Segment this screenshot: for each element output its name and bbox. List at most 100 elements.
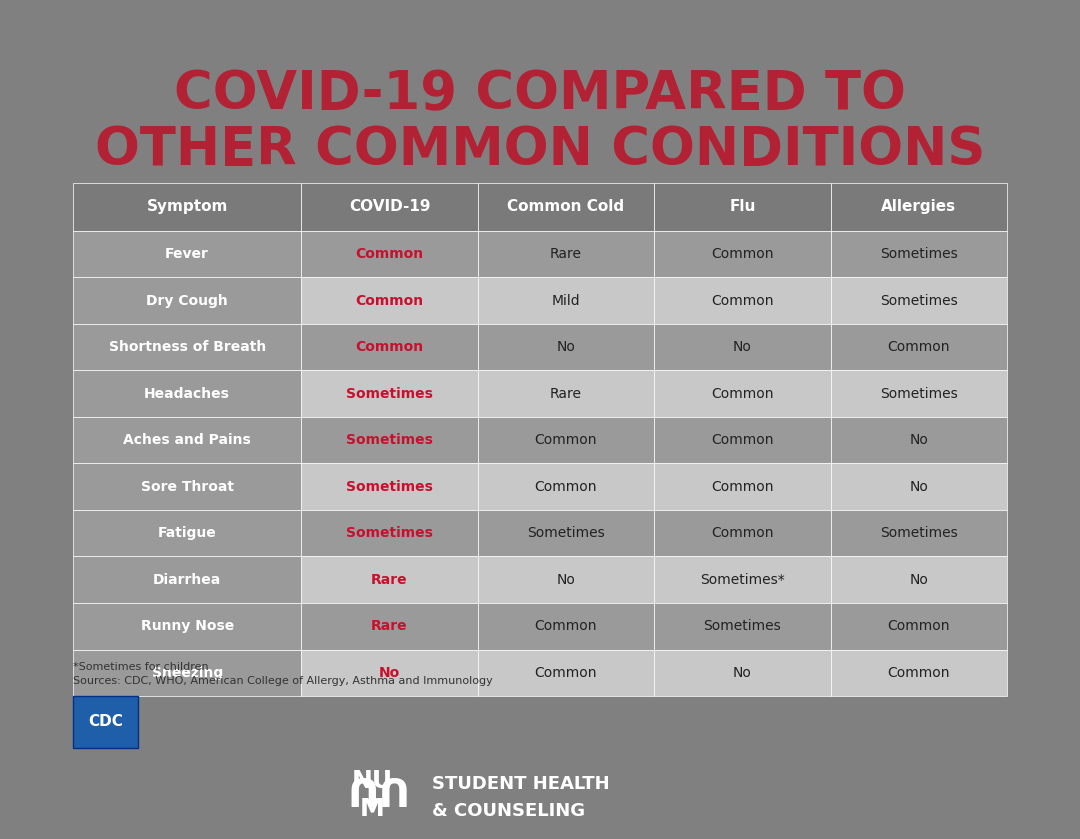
Bar	[301, 417, 477, 463]
Text: Common: Common	[355, 248, 423, 261]
Text: OTHER COMMON CONDITIONS: OTHER COMMON CONDITIONS	[95, 123, 985, 175]
Text: & COUNSELING: & COUNSELING	[432, 802, 585, 820]
Text: CDC: CDC	[87, 714, 123, 729]
Text: Common: Common	[535, 480, 597, 493]
Text: Sometimes: Sometimes	[880, 248, 958, 261]
Bar	[73, 510, 301, 556]
Text: Common: Common	[535, 433, 597, 447]
Text: NU
M: NU M	[352, 769, 393, 821]
Text: Common: Common	[711, 433, 773, 447]
Bar	[301, 231, 477, 278]
Text: Common: Common	[711, 526, 773, 540]
Text: No: No	[733, 340, 752, 354]
Text: Common: Common	[355, 294, 423, 308]
Bar	[73, 649, 301, 696]
Text: Common: Common	[888, 666, 950, 680]
Text: Sometimes: Sometimes	[880, 526, 958, 540]
Bar	[73, 231, 301, 278]
Bar	[477, 324, 654, 371]
Bar	[654, 463, 831, 510]
Bar	[73, 603, 301, 649]
Bar	[477, 183, 654, 231]
Text: Sometimes: Sometimes	[527, 526, 605, 540]
Bar	[301, 510, 477, 556]
Bar	[301, 183, 477, 231]
Bar	[831, 371, 1007, 417]
Bar	[831, 510, 1007, 556]
Text: No: No	[733, 666, 752, 680]
Bar	[73, 463, 301, 510]
Text: No: No	[909, 480, 928, 493]
Text: Rare: Rare	[372, 619, 408, 633]
Bar	[654, 371, 831, 417]
Bar	[654, 231, 831, 278]
Bar	[831, 603, 1007, 649]
Text: No: No	[909, 433, 928, 447]
Bar	[654, 649, 831, 696]
FancyBboxPatch shape	[73, 696, 137, 748]
Text: COVID-19 COMPARED TO: COVID-19 COMPARED TO	[174, 68, 906, 120]
Text: Common Cold: Common Cold	[508, 200, 624, 215]
Text: Common: Common	[888, 619, 950, 633]
Bar	[301, 603, 477, 649]
Text: Common: Common	[535, 666, 597, 680]
Bar	[477, 463, 654, 510]
Bar	[831, 463, 1007, 510]
Bar	[831, 556, 1007, 603]
Bar	[301, 278, 477, 324]
Text: Sometimes: Sometimes	[346, 480, 433, 493]
Text: Common: Common	[535, 619, 597, 633]
Text: Sometimes: Sometimes	[880, 294, 958, 308]
Text: Common: Common	[711, 294, 773, 308]
Text: No: No	[556, 340, 576, 354]
Text: Sneezing: Sneezing	[151, 666, 222, 680]
Text: Headaches: Headaches	[145, 387, 230, 401]
Text: Common: Common	[711, 248, 773, 261]
Bar	[477, 417, 654, 463]
Text: Common: Common	[711, 480, 773, 493]
Text: Mild: Mild	[552, 294, 580, 308]
Bar	[301, 371, 477, 417]
Bar	[831, 183, 1007, 231]
Text: No: No	[909, 573, 928, 586]
Text: Sometimes: Sometimes	[346, 433, 433, 447]
Text: COVID-19: COVID-19	[349, 200, 430, 215]
Bar	[831, 231, 1007, 278]
Bar	[477, 603, 654, 649]
Bar	[477, 278, 654, 324]
Text: ᑎᑎ: ᑎᑎ	[347, 776, 410, 814]
Text: Aches and Pains: Aches and Pains	[123, 433, 251, 447]
Bar	[73, 556, 301, 603]
Text: Sometimes: Sometimes	[703, 619, 781, 633]
Bar	[73, 278, 301, 324]
Text: Flu: Flu	[729, 200, 756, 215]
Bar	[477, 371, 654, 417]
Text: *Sometimes for children: *Sometimes for children	[73, 661, 208, 671]
Bar	[654, 603, 831, 649]
Bar	[654, 417, 831, 463]
Bar	[301, 463, 477, 510]
Bar	[301, 324, 477, 371]
Bar	[301, 649, 477, 696]
Bar	[477, 556, 654, 603]
Text: Fever: Fever	[165, 248, 210, 261]
Bar	[831, 649, 1007, 696]
Bar	[477, 649, 654, 696]
Text: Common: Common	[888, 340, 950, 354]
Bar	[73, 183, 301, 231]
Bar	[477, 231, 654, 278]
Text: Dry Cough: Dry Cough	[146, 294, 228, 308]
Text: No: No	[556, 573, 576, 586]
Text: No: No	[379, 666, 401, 680]
Text: Allergies: Allergies	[881, 200, 957, 215]
Text: Common: Common	[711, 387, 773, 401]
Text: STUDENT HEALTH: STUDENT HEALTH	[432, 775, 609, 794]
Text: Sometimes: Sometimes	[880, 387, 958, 401]
Text: Diarrhea: Diarrhea	[153, 573, 221, 586]
Bar	[654, 278, 831, 324]
Bar	[73, 324, 301, 371]
Bar	[831, 417, 1007, 463]
Text: Rare: Rare	[372, 573, 408, 586]
Text: Common: Common	[355, 340, 423, 354]
Bar	[301, 556, 477, 603]
